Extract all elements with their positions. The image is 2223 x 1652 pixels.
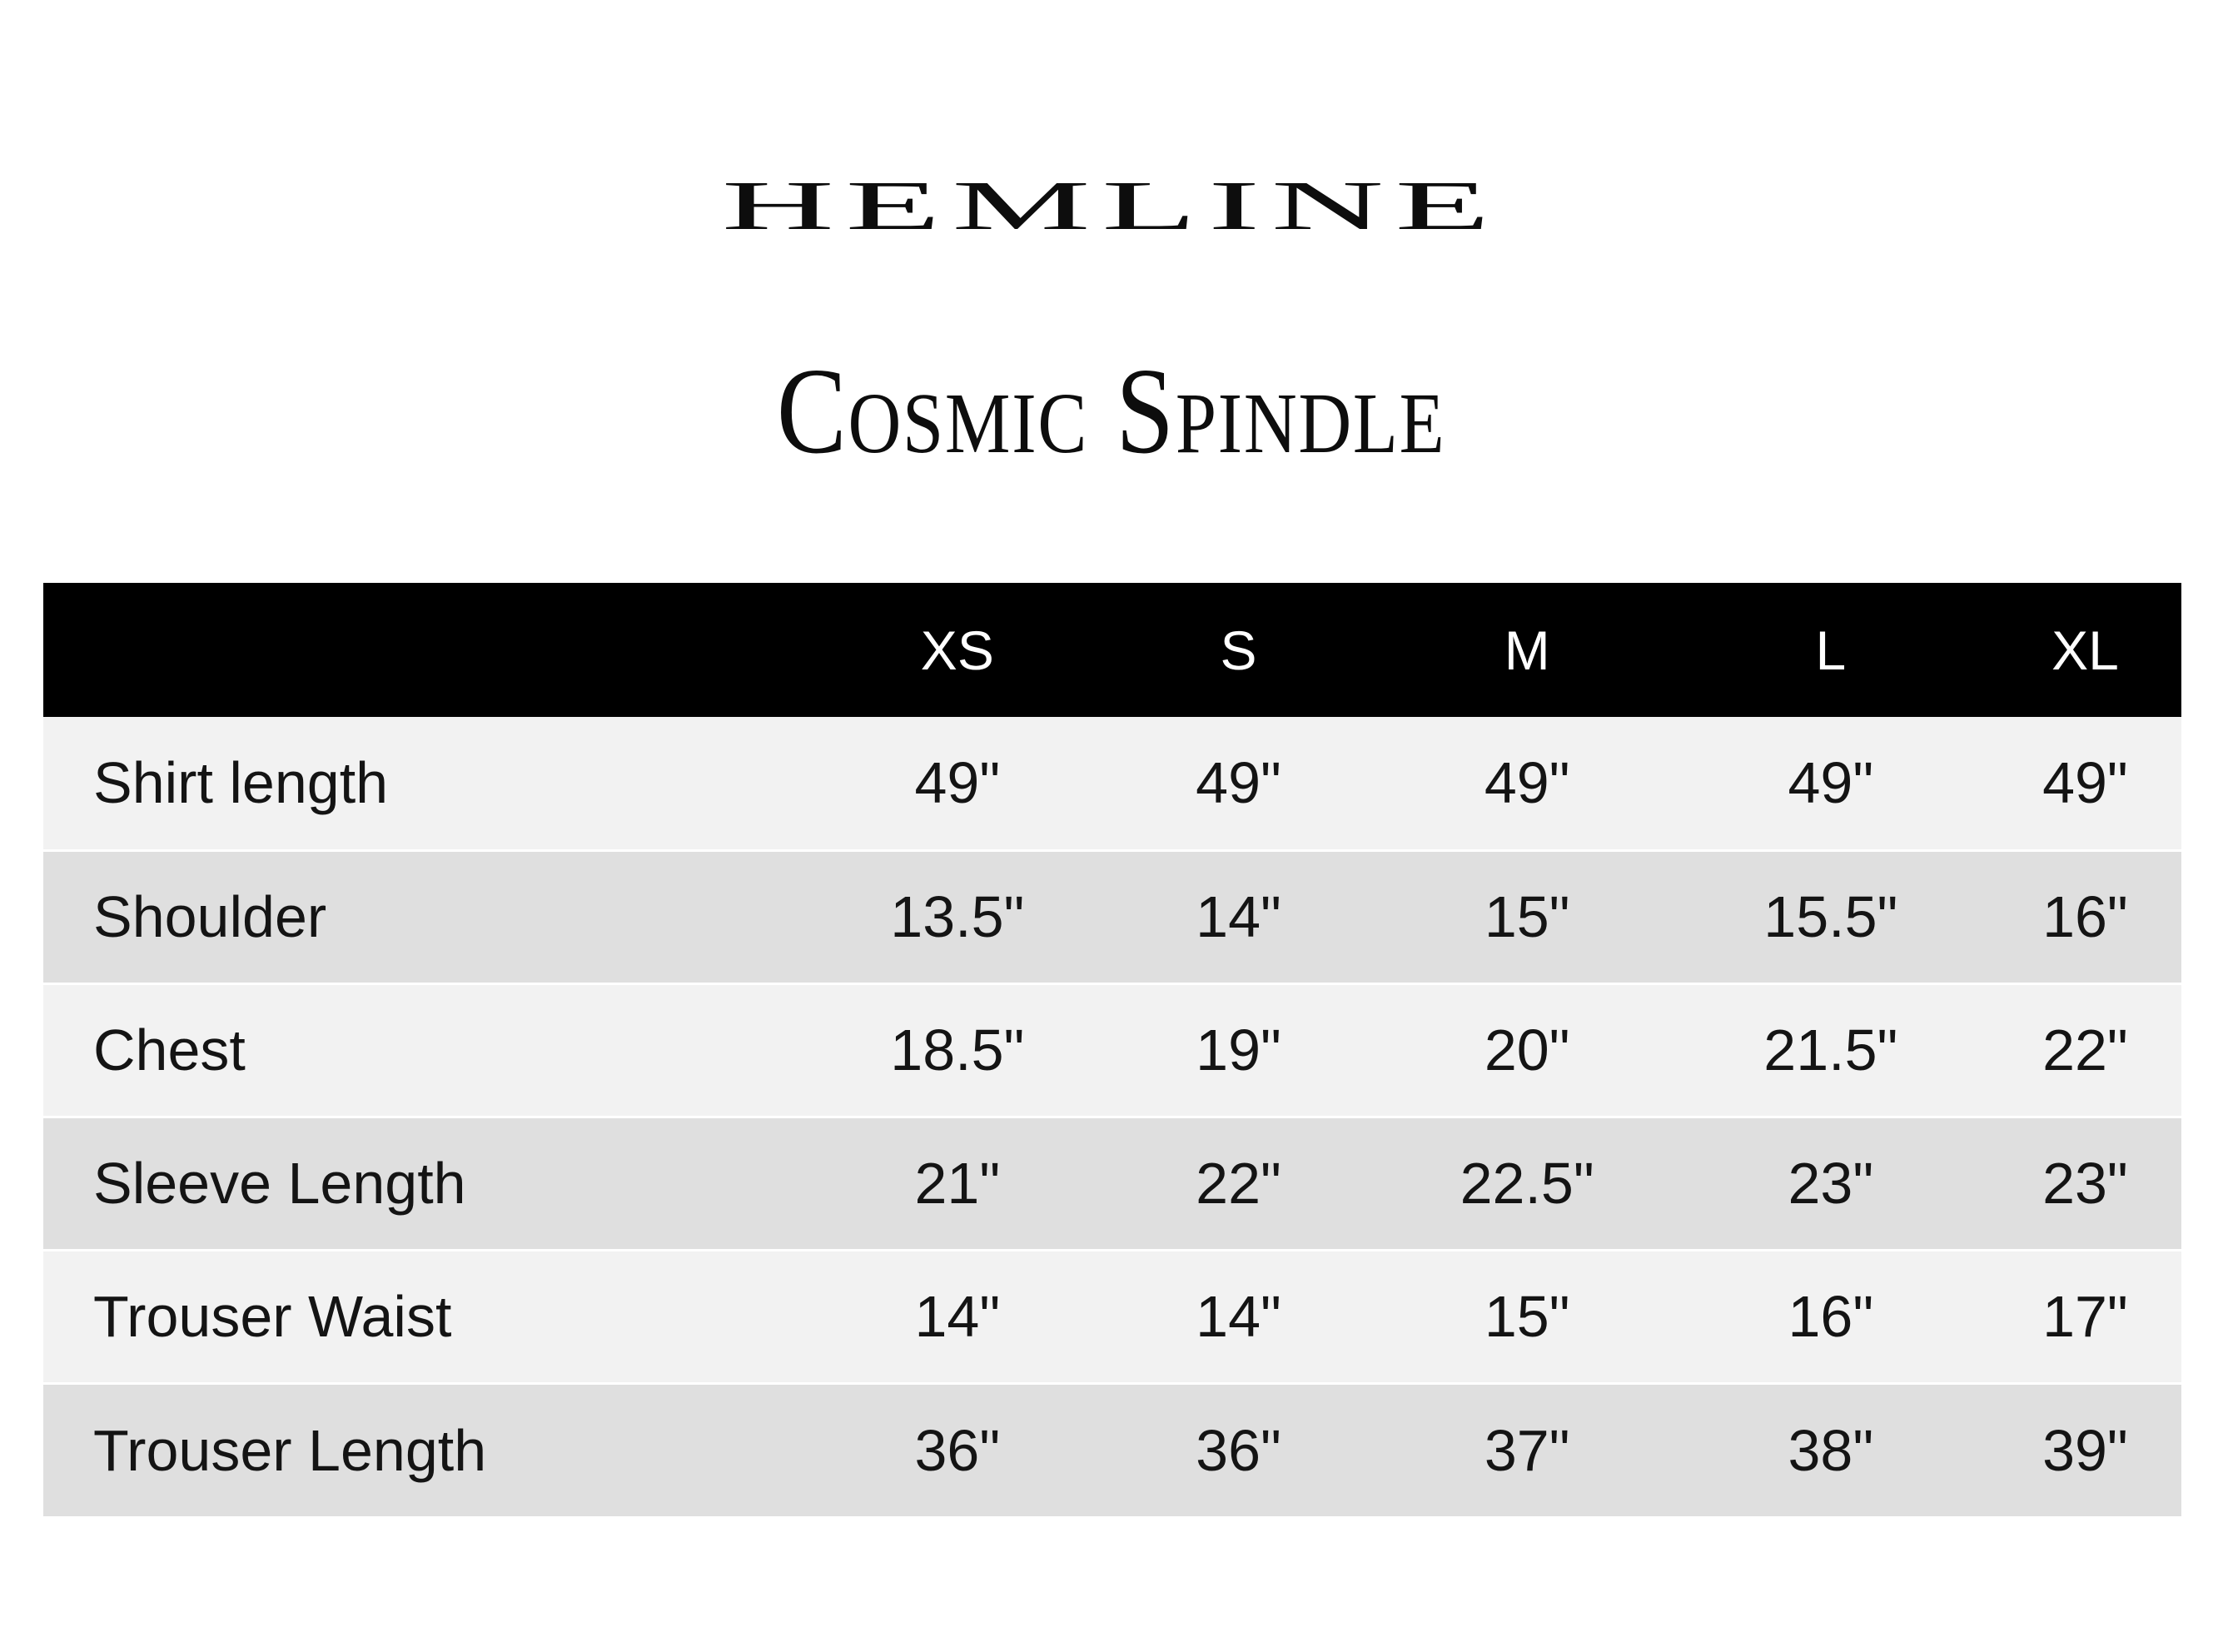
brand-title-text: HEMLINE (721, 167, 1502, 245)
product-name: Cosmic Spindle (0, 350, 2223, 473)
measurement-cell: 15" (1381, 848, 1673, 983)
table-row-chest: Chest 18.5" 19" 20" 21.5" 22" (43, 982, 2181, 1117)
table-row-trouser-waist: Trouser Waist 14" 14" 15" 16" 17" (43, 1248, 2181, 1383)
measurement-cell: 36" (1095, 1381, 1382, 1516)
measurement-cell: 22.5" (1381, 1115, 1673, 1250)
measurement-cell: 14" (1095, 848, 1382, 983)
col-header-xs: XS (819, 583, 1096, 717)
row-label: Sleeve Length (43, 1115, 820, 1250)
measurement-cell: 49" (1988, 717, 2181, 850)
table-row-shoulder: Shoulder 13.5" 14" 15" 15.5" 16" (43, 848, 2181, 983)
table-row-sleeve-length: Sleeve Length 21" 22" 22.5" 23" 23" (43, 1115, 2181, 1250)
measurement-cell: 19" (1095, 982, 1382, 1117)
col-header-xl: XL (1988, 583, 2181, 717)
row-label: Shoulder (43, 848, 820, 983)
measurement-cell: 23" (1672, 1115, 1989, 1250)
measurement-cell: 16" (1672, 1248, 1989, 1383)
measurement-cell: 38" (1672, 1381, 1989, 1516)
row-label: Chest (43, 982, 820, 1117)
brand-title: HEMLINE (0, 172, 2223, 241)
col-header-l: L (1672, 583, 1989, 717)
row-label: Trouser Length (43, 1381, 820, 1516)
size-chart-table: XS S M L XL Shirt length 49" 49" 49" 49"… (43, 583, 2181, 1516)
measurement-cell: 21" (819, 1115, 1096, 1250)
col-header-m: M (1381, 583, 1673, 717)
table-row-shirt-length: Shirt length 49" 49" 49" 49" 49" (43, 717, 2181, 850)
corner-header-cell (43, 583, 820, 717)
row-label: Shirt length (43, 717, 820, 850)
measurement-cell: 16" (1988, 848, 2181, 983)
product-name-text: Cosmic Spindle (777, 343, 1446, 480)
table-row-trouser-length: Trouser Length 36" 36" 37" 38" 39" (43, 1381, 2181, 1516)
header-row: XS S M L XL (43, 583, 2181, 717)
measurement-cell: 14" (1095, 1248, 1382, 1383)
measurement-cell: 49" (1672, 717, 1989, 850)
measurement-cell: 49" (819, 717, 1096, 850)
measurement-cell: 14" (819, 1248, 1096, 1383)
measurement-cell: 15" (1381, 1248, 1673, 1383)
measurement-cell: 36" (819, 1381, 1096, 1516)
measurement-cell: 23" (1988, 1115, 2181, 1250)
col-header-s: S (1095, 583, 1382, 717)
measurement-cell: 37" (1381, 1381, 1673, 1516)
measurement-cell: 39" (1988, 1381, 2181, 1516)
measurement-cell: 22" (1988, 982, 2181, 1117)
measurement-cell: 21.5" (1672, 982, 1989, 1117)
measurement-cell: 20" (1381, 982, 1673, 1117)
measurement-cell: 18.5" (819, 982, 1096, 1117)
measurement-cell: 15.5" (1672, 848, 1989, 983)
row-label: Trouser Waist (43, 1248, 820, 1383)
measurement-cell: 17" (1988, 1248, 2181, 1383)
measurement-cell: 13.5" (819, 848, 1096, 983)
measurement-cell: 22" (1095, 1115, 1382, 1250)
measurement-cell: 49" (1095, 717, 1382, 850)
measurement-cell: 49" (1381, 717, 1673, 850)
